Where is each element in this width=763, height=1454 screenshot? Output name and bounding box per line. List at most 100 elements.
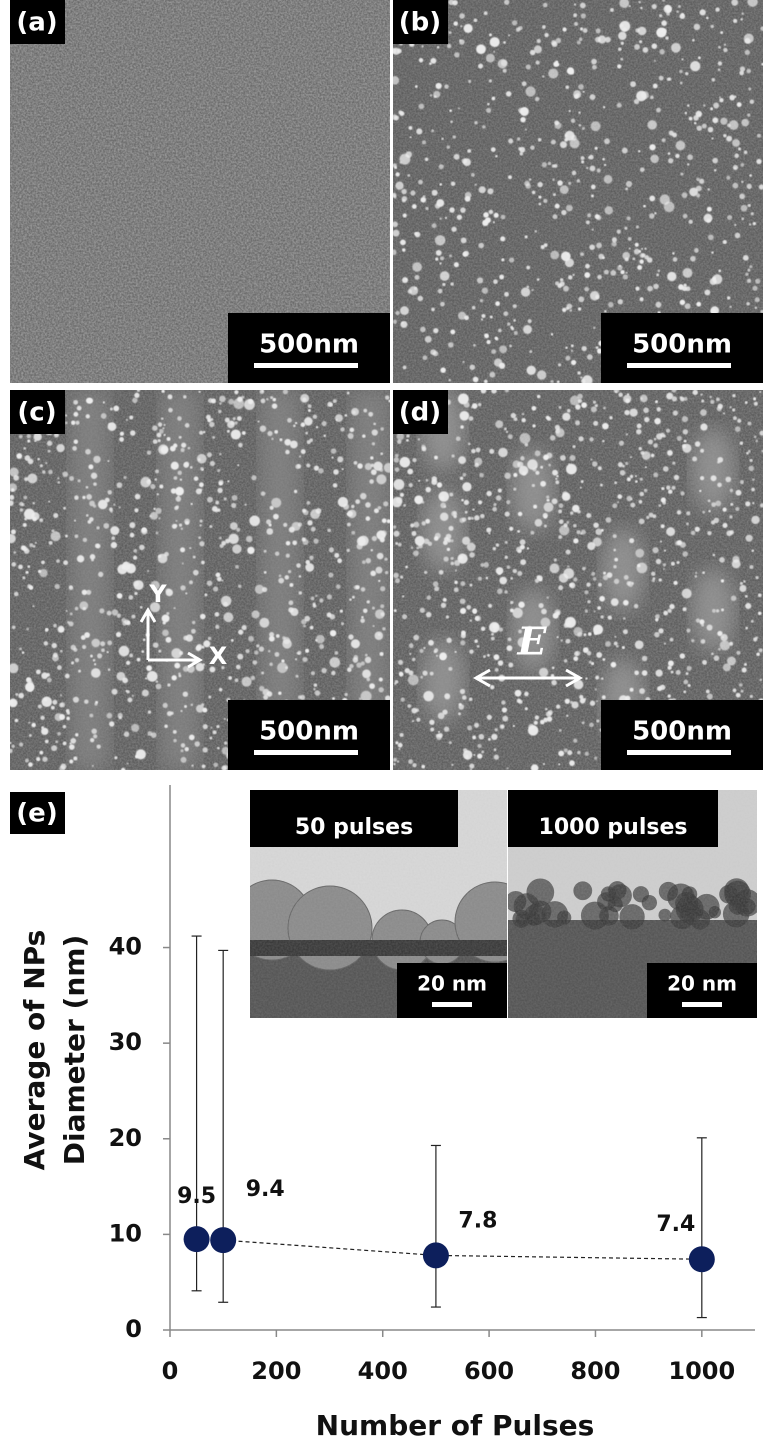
nanoparticle: [458, 704, 464, 710]
nanoparticle: [401, 698, 405, 702]
nanoparticle: [509, 527, 513, 531]
nanoparticle: [745, 50, 750, 55]
nanoparticle: [487, 340, 491, 344]
nanoparticle: [506, 91, 511, 96]
nanoparticle: [147, 731, 152, 736]
nanoparticle: [550, 251, 559, 260]
nanoparticle: [430, 94, 433, 97]
nanoparticle: [181, 448, 185, 452]
nanoparticle: [552, 470, 558, 476]
nanoparticle: [513, 319, 516, 322]
nanoparticle: [185, 461, 190, 466]
nanoparticle: [330, 630, 336, 636]
nanoparticle: [27, 473, 37, 483]
nanoparticle: [743, 580, 745, 582]
nanoparticle: [745, 401, 748, 404]
nanoparticle: [502, 707, 507, 712]
nanoparticle: [685, 72, 688, 75]
nanoparticle: [593, 537, 602, 546]
nanoparticle: [668, 694, 671, 697]
nanoparticle: [562, 27, 566, 31]
nanoparticle: [261, 399, 266, 404]
nanoparticle: [153, 642, 159, 648]
nanoparticle: [748, 422, 752, 426]
nanoparticle: [236, 665, 241, 670]
nanoparticle: [723, 412, 725, 414]
nanoparticle: [745, 38, 751, 44]
nanoparticle: [622, 148, 628, 154]
nanoparticle: [253, 660, 258, 665]
figure: (a)500nm(b)500nm(c)500nm(d)500nmYXE 0102…: [0, 0, 763, 1454]
nanoparticle: [267, 431, 272, 436]
nanoparticle: [526, 64, 531, 69]
nanoparticle: [577, 179, 581, 183]
nanoparticle: [342, 468, 344, 470]
nanoparticle: [592, 229, 594, 231]
nanoparticle: [489, 210, 493, 214]
nanoparticle: [357, 543, 363, 549]
scale-bar: [627, 363, 731, 368]
nanoparticle: [666, 12, 670, 16]
nanoparticle: [147, 570, 149, 572]
nanoparticle: [578, 84, 584, 90]
nanoparticle: [292, 540, 297, 545]
nanoparticle: [755, 440, 758, 443]
nanoparticle: [450, 120, 453, 123]
nanoparticle: [33, 502, 35, 504]
nanoparticle: [424, 571, 427, 574]
nanoparticle: [349, 598, 352, 601]
nanoparticle: [199, 541, 204, 546]
data-label: 9.4: [246, 1177, 285, 1202]
nanoparticle: [618, 462, 623, 467]
nanoparticle: [119, 437, 124, 442]
nanoparticle: [384, 558, 387, 561]
nanoparticle: [440, 302, 445, 307]
nanoparticle: [435, 235, 446, 246]
nanoparticle: [469, 552, 475, 558]
nanoparticle: [176, 520, 178, 522]
nanoparticle: [431, 308, 435, 312]
nanoparticle: [618, 299, 623, 304]
nanoparticle: [217, 488, 222, 493]
nanoparticle: [723, 48, 727, 52]
nanoparticle: [566, 521, 569, 524]
nanoparticle: [504, 590, 507, 593]
nanoparticle: [476, 44, 486, 54]
nanoparticle: [741, 181, 743, 183]
nanoparticle: [751, 620, 754, 623]
nanoparticle: [366, 516, 371, 521]
nanoparticle: [392, 114, 398, 120]
nanoparticle: [454, 52, 459, 57]
nanoparticle: [174, 607, 176, 609]
nanoparticle: [9, 495, 14, 500]
nanoparticle: [259, 618, 269, 628]
nanoparticle: [602, 695, 606, 699]
nanoparticle: [129, 522, 135, 528]
nanoparticle: [558, 763, 560, 765]
nanoparticle: [732, 183, 738, 189]
nanoparticle: [56, 559, 60, 563]
nanoparticle: [604, 138, 610, 144]
nanoparticle: [420, 608, 425, 613]
nanoparticle: [454, 581, 458, 585]
nanoparticle: [32, 605, 34, 607]
nanoparticle: [179, 651, 183, 655]
nanoparticle: [582, 721, 585, 724]
nanoparticle: [124, 476, 127, 479]
nanoparticle: [252, 610, 260, 618]
nanoparticle: [734, 153, 739, 158]
nanoparticle: [238, 629, 243, 634]
nanoparticle: [107, 490, 112, 495]
nanoparticle: [556, 611, 560, 615]
nanoparticle: [566, 86, 570, 90]
nanoparticle: [666, 527, 675, 536]
nanoparticle: [19, 435, 23, 439]
nanoparticle: [635, 640, 644, 649]
nanoparticle: [109, 507, 113, 511]
nanoparticle: [503, 69, 507, 73]
nanoparticle: [150, 512, 158, 520]
nanoparticle: [481, 627, 485, 631]
nanoparticle: [181, 749, 184, 752]
nanoparticle: [585, 677, 587, 679]
nanoparticle: [754, 402, 758, 406]
